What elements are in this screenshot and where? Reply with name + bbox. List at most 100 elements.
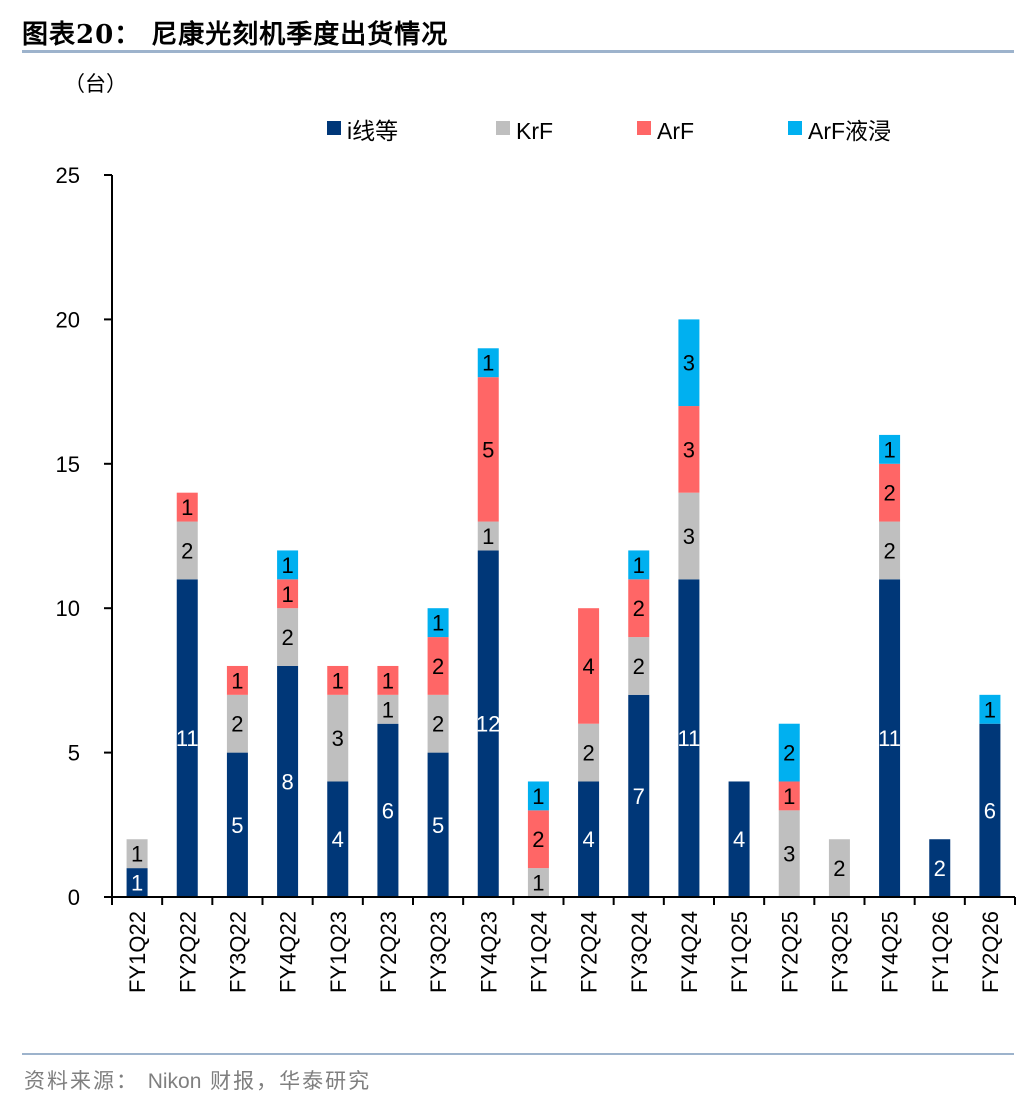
- data-label: 1: [181, 495, 193, 520]
- y-tick-label: 25: [56, 163, 80, 188]
- bar-segment: [628, 694, 650, 897]
- bar-segment: [477, 550, 499, 897]
- bar-segment: [628, 550, 650, 580]
- data-label: 2: [432, 712, 444, 737]
- data-label: 1: [382, 697, 394, 722]
- bar-segment: [377, 694, 399, 724]
- bar-segment: [126, 868, 148, 897]
- data-label: 5: [482, 437, 494, 462]
- bar-segment: [879, 434, 901, 464]
- x-tick-label: FY3Q23: [426, 911, 451, 993]
- bar-segment: [226, 665, 248, 695]
- x-tick-label: FY2Q25: [777, 911, 802, 993]
- data-label: 4: [582, 654, 594, 679]
- legend-swatch: [327, 121, 341, 135]
- x-tick-label: FY4Q23: [476, 911, 501, 993]
- bar-segment: [277, 550, 299, 580]
- y-axis-unit-label: （台）: [64, 72, 127, 96]
- x-tick-label: FY4Q25: [878, 911, 903, 993]
- x-tick-label: FY3Q24: [627, 911, 652, 993]
- data-label: 1: [532, 784, 544, 809]
- legend-label: i线等: [347, 118, 398, 144]
- data-label: 2: [633, 596, 645, 621]
- bar-segment: [728, 781, 750, 897]
- legend-label: ArF液浸: [808, 118, 891, 144]
- bar-segment: [879, 579, 901, 897]
- data-label: 1: [984, 697, 996, 722]
- bar-segment: [176, 579, 198, 897]
- bar-segment: [628, 637, 650, 695]
- source-company: Nikon: [147, 1070, 202, 1093]
- y-tick-label: 20: [56, 307, 80, 332]
- bar-segment: [327, 781, 349, 897]
- bar-segment: [879, 463, 901, 522]
- x-tick-label: FY1Q22: [125, 911, 150, 993]
- y-tick-label: 0: [68, 885, 80, 910]
- bar-segment: [277, 579, 299, 609]
- data-label: 2: [783, 741, 795, 766]
- x-tick-label: FY3Q25: [827, 911, 852, 993]
- bar-segment: [427, 752, 449, 897]
- legend-label: KrF: [516, 118, 553, 144]
- data-label: 11: [677, 726, 700, 751]
- bar-segment: [176, 521, 198, 580]
- legend-swatch: [496, 121, 510, 135]
- data-label: 2: [934, 856, 946, 881]
- data-label: 1: [131, 842, 143, 867]
- data-label: 6: [984, 798, 996, 823]
- x-tick-label: FY2Q26: [978, 911, 1003, 993]
- legend-label: ArF: [657, 118, 694, 144]
- source-note: 资料来源： Nikon 财报，华泰研究: [24, 1065, 371, 1095]
- y-tick-label: 5: [68, 741, 80, 766]
- bar-segment: [427, 608, 449, 638]
- bar-segment: [828, 839, 850, 897]
- legend-item: ArF液浸: [788, 118, 891, 144]
- data-label: 2: [633, 654, 645, 679]
- data-label: 5: [231, 813, 243, 838]
- data-label: 1: [482, 524, 494, 549]
- data-label: 2: [432, 654, 444, 679]
- data-label: 1: [231, 668, 243, 693]
- data-label: 2: [281, 625, 293, 650]
- bar-segment: [678, 319, 700, 407]
- data-label: 4: [733, 827, 745, 852]
- x-tick-label: FY3Q22: [225, 911, 250, 993]
- x-tick-label: FY1Q26: [928, 911, 953, 993]
- bar-segment: [226, 752, 248, 897]
- data-label: 4: [332, 827, 344, 852]
- y-tick-label: 10: [56, 596, 80, 621]
- bar-segment: [578, 608, 600, 724]
- source-prefix: 资料来源：: [24, 1069, 139, 1093]
- bar-segment: [578, 781, 600, 897]
- bar-segment: [277, 608, 299, 666]
- bar-segment: [477, 521, 499, 551]
- data-label: 8: [281, 769, 293, 794]
- data-label: 1: [883, 437, 895, 462]
- data-label: 12: [476, 712, 500, 737]
- data-label: 2: [231, 712, 243, 737]
- bar-segment: [628, 579, 650, 638]
- bar-segment: [527, 810, 549, 869]
- data-label: 3: [683, 524, 695, 549]
- bar-segment: [377, 723, 399, 897]
- data-label: 2: [883, 481, 895, 506]
- chart-title: 图表20： 尼康光刻机季度出货情况: [22, 20, 449, 50]
- data-label: 2: [883, 538, 895, 563]
- bar-segment: [678, 492, 700, 580]
- bar-segment: [427, 637, 449, 695]
- x-tick-label: FY2Q22: [175, 911, 200, 993]
- bar-segment: [678, 406, 700, 493]
- legend-item: ArF: [637, 118, 694, 144]
- bar-segment: [678, 579, 700, 897]
- x-tick-label: FY4Q22: [276, 911, 301, 993]
- bar-segment: [327, 694, 349, 782]
- bar-segment: [427, 694, 449, 753]
- y-tick-label: 15: [56, 452, 80, 477]
- bar-segment: [929, 839, 951, 897]
- bar-segment: [527, 868, 549, 897]
- bar-segment: [477, 348, 499, 378]
- legend-swatch: [637, 121, 651, 135]
- bar-segment: [327, 665, 349, 695]
